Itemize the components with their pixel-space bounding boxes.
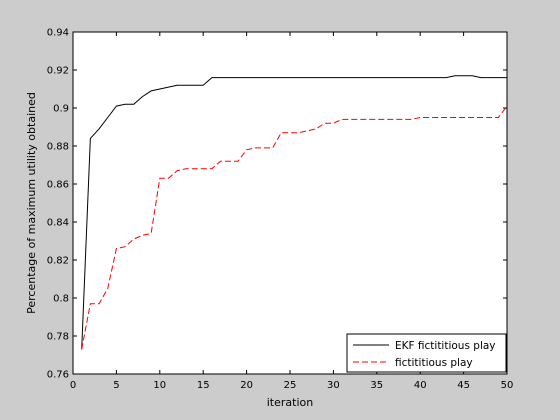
series-layer	[81, 75, 508, 350]
legend-label-fictitious: fictititious play	[395, 357, 473, 369]
y-tick-label: 0.92	[47, 66, 69, 77]
legend-label-ekf: EKF fictititious play	[395, 340, 496, 352]
x-tick-label: 35	[370, 380, 383, 391]
x-tick-label: 40	[414, 380, 427, 391]
x-tick-label: 20	[240, 380, 253, 391]
x-tick-label: 15	[197, 380, 210, 391]
y-tick-label: 0.84	[47, 218, 69, 229]
y-tick-label: 0.76	[47, 370, 69, 381]
y-tick-label: 0.86	[47, 180, 69, 191]
y-tick-label: 0.88	[47, 142, 69, 153]
y-tick-label: 0.82	[47, 256, 69, 267]
x-tick-label: 50	[501, 380, 514, 391]
series-line-fictitious	[81, 105, 508, 350]
x-axis-title: iteration	[267, 396, 313, 409]
plot-frame	[72, 31, 508, 375]
legend: EKF fictititious play fictititious play	[346, 333, 507, 373]
x-tick-label: 45	[457, 380, 470, 391]
y-tick-label: 0.8	[53, 294, 69, 305]
y-tick-label: 0.78	[47, 332, 69, 343]
x-tick-label: 10	[153, 380, 166, 391]
y-tick-label: 0.94	[47, 28, 69, 39]
plot-area	[73, 32, 507, 374]
legend-box	[346, 333, 507, 373]
ticks-group: 0 5 10 15 20 25 30 35 40 45 50 0.76 0.78 0.8 0.82 0.84 0…	[47, 28, 514, 392]
y-axis-title: Percentage of maximum utility obtained	[25, 92, 38, 314]
x-tick-label: 25	[284, 380, 297, 391]
x-tick-label: 5	[113, 380, 119, 391]
x-tick-label: 0	[70, 380, 76, 391]
x-tick-label: 30	[327, 380, 340, 391]
series-line-ekf	[81, 75, 507, 350]
y-tick-label: 0.9	[53, 104, 69, 115]
